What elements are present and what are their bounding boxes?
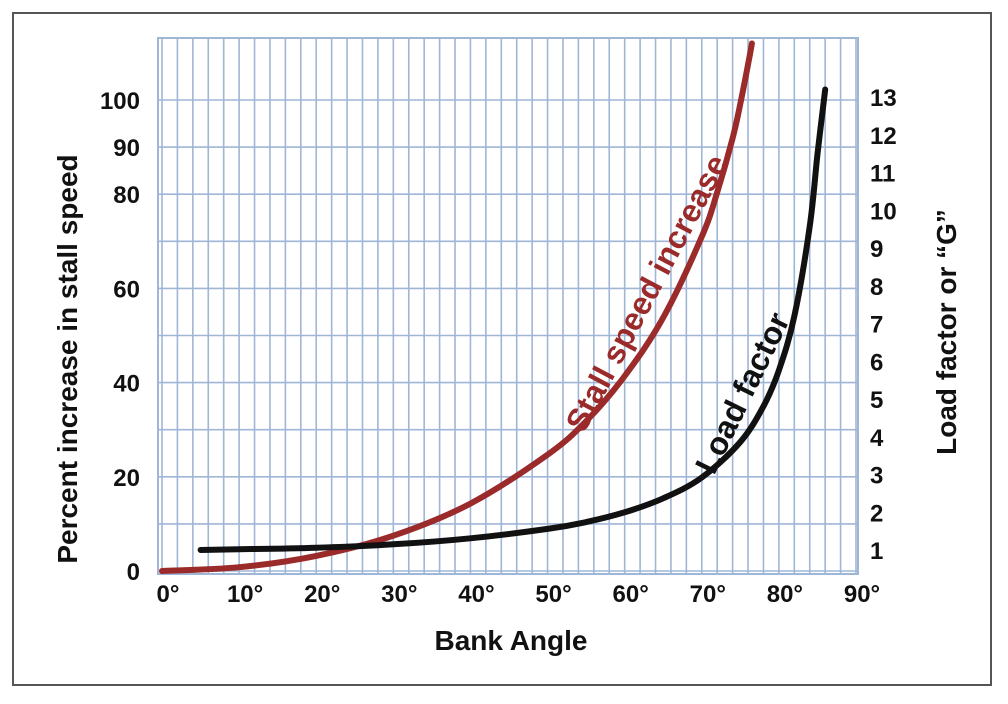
x-tick-label: 70° <box>690 581 726 608</box>
y-left-tick-label: 60 <box>113 276 140 303</box>
x-tick-label: 50° <box>535 581 571 608</box>
y-left-tick-label: 80 <box>113 182 140 209</box>
x-tick-label: 40° <box>458 581 494 608</box>
y-right-axis-title: Load factor or “G” <box>931 209 962 455</box>
x-tick-label: 0° <box>157 581 180 608</box>
x-tick-label: 10° <box>227 581 263 608</box>
y-right-tick-label: 11 <box>870 161 895 188</box>
y-left-axis-title: Percent increase in stall speed <box>52 154 83 563</box>
chart: 0° 10° 20° 30° 40° 50° 60° 70° 80° 90° 0 20 40 60 80 9… <box>52 37 962 656</box>
x-tick-labels: 0° 10° 20° 30° 40° 50° 60° 70° 80° 90° <box>157 581 881 608</box>
y-right-tick-label: 13 <box>870 85 897 112</box>
y-right-tick-label: 6 <box>870 349 883 376</box>
y-left-tick-label: 20 <box>113 465 140 492</box>
x-tick-label: 20° <box>304 581 340 608</box>
y-right-tick-label: 5 <box>870 387 883 414</box>
y-right-tick-label: 4 <box>870 425 884 452</box>
y-left-tick-label: 100 <box>100 88 140 115</box>
y-right-tick-label: 8 <box>870 274 883 301</box>
y-right-tick-label: 2 <box>870 500 883 527</box>
y-right-tick-label: 3 <box>870 463 883 490</box>
plot-area <box>157 37 859 575</box>
grid <box>157 37 859 575</box>
y-right-tick-label: 12 <box>870 123 897 150</box>
x-tick-label: 30° <box>381 581 417 608</box>
series-layer <box>159 40 829 574</box>
y-left-tick-labels: 0 20 40 60 80 90 100 <box>100 88 140 586</box>
x-tick-label: 90° <box>844 581 880 608</box>
y-right-tick-label: 10 <box>870 198 897 225</box>
chart-frame: 0° 10° 20° 30° 40° 50° 60° 70° 80° 90° 0 20 40 60 80 9… <box>12 12 992 686</box>
x-tick-label: 80° <box>767 581 803 608</box>
y-right-tick-label: 1 <box>870 538 883 565</box>
y-left-tick-label: 0 <box>127 559 140 586</box>
y-left-tick-label: 90 <box>113 135 140 162</box>
x-axis-title: Bank Angle <box>435 625 588 656</box>
stall-speed-curve <box>159 40 755 574</box>
load-factor-curve <box>197 86 829 553</box>
y-left-tick-label: 40 <box>113 371 140 398</box>
y-right-tick-label: 9 <box>870 236 883 263</box>
y-right-tick-label: 7 <box>870 312 883 339</box>
x-tick-label: 60° <box>613 581 649 608</box>
